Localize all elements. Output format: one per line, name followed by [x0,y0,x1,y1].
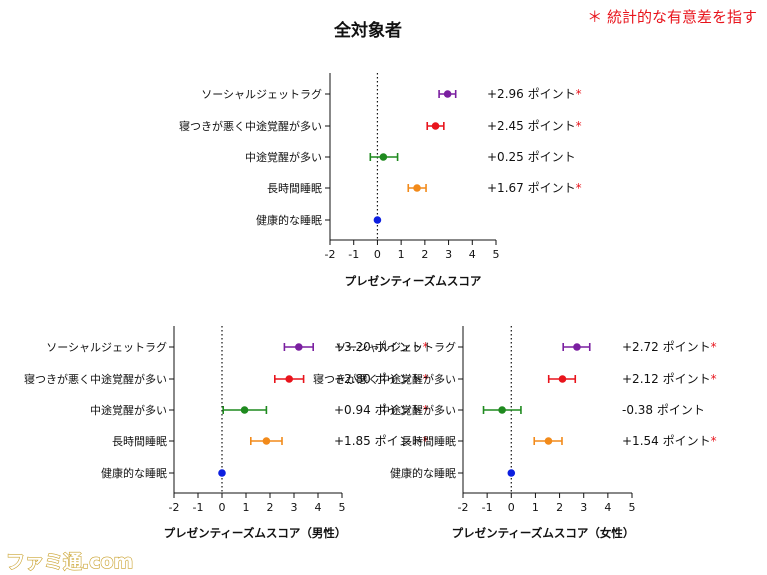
x-tick-label: 4 [315,501,322,514]
x-tick-label: 3 [445,248,452,261]
category-label: 寝つきが悪く中途覚醒が多い [24,372,167,386]
x-tick-label: 1 [398,248,405,261]
significance-star: * [423,340,429,354]
x-tick-label: -1 [193,501,204,514]
x-tick-label: 0 [219,501,226,514]
x-tick-label: 2 [267,501,274,514]
estimate-point [379,153,388,161]
category-label: ソーシャルジェットラグ [46,340,167,354]
category-label: 中途覚醒が多い [245,150,322,164]
x-tick-label: 1 [243,501,250,514]
x-tick-label: 5 [629,501,636,514]
x-tick-label: 2 [421,248,428,261]
estimate-point [413,184,421,192]
estimate-point [240,406,249,414]
effect-label: +0.25 ポイント [487,150,576,164]
effect-label: +1.67 ポイント* [487,181,582,195]
watermark-logo: ファミ通.com [6,551,133,573]
x-tick-label: 4 [604,501,611,514]
estimate-point [373,216,382,224]
x-tick-label: 1 [532,501,539,514]
estimate-point [507,469,516,477]
x-tick-label: -1 [482,501,493,514]
effect-label: +0.94 ポイント* [334,403,429,417]
significance-star: * [423,403,429,417]
forest-panel-2: -2 -1 0 1 2 3 4 5 プレゼンティーズムスコア（男性） ソーシャルジェットラグ +3.… [24,326,429,540]
category-label: ソーシャルジェットラグ [201,87,322,101]
category-label: ソーシャルジェットラグ [335,340,456,354]
significance-note: ＊ 統計的な有意差を指す [587,8,757,26]
effect-label: +1.54 ポイント* [622,434,717,448]
x-axis-label: プレゼンティーズムスコア [345,274,482,288]
effect-label: +2.45 ポイント* [487,119,582,133]
x-tick-label: -2 [325,248,336,261]
x-tick-label: 3 [580,501,587,514]
effect-label: +3.20 ポイント* [334,340,429,354]
category-label: 健康的な睡眠 [101,466,167,480]
effect-label: +2.96 ポイント* [487,87,582,101]
x-tick-label: 0 [508,501,515,514]
significance-star: * [576,87,582,101]
x-tick-label: 4 [469,248,476,261]
estimate-point [262,437,271,445]
category-label: 長時間睡眠 [401,435,456,448]
significance-star: * [423,434,429,448]
significance-star: * [711,340,717,354]
x-tick-label: -1 [348,248,359,261]
x-tick-label: 5 [493,248,500,261]
category-label: 健康的な睡眠 [256,213,322,227]
forest-panel-1: 全対象者 -2 -1 0 1 2 3 4 5 プレゼンティーズムスコア ソーシャルジェットラグ +2.… [179,20,582,288]
estimate-point [431,122,440,130]
estimate-point [443,90,452,98]
effect-label: +2.12 ポイント* [622,372,717,386]
category-label: 健康的な睡眠 [390,466,456,480]
effect-label: +2.80 ポイント* [334,372,429,386]
category-label: 長時間睡眠 [267,182,322,195]
forest-panel-3: -2 -1 0 1 2 3 4 5 プレゼンティーズムスコア（女性） ソーシャルジェットラグ +2.… [313,326,717,540]
significance-star: * [711,372,717,386]
significance-star: * [423,372,429,386]
chart-title: 全対象者 [333,20,402,41]
significance-star: * [711,434,717,448]
category-label: 中途覚醒が多い [90,403,167,417]
estimate-point [558,375,567,383]
category-label: 寝つきが悪く中途覚醒が多い [179,119,322,133]
x-axis-label: プレゼンティーズムスコア（男性） [164,526,347,540]
x-tick-label: 0 [374,248,381,261]
x-axis-label: プレゼンティーズムスコア（女性） [452,526,635,540]
estimate-point [218,469,226,477]
category-label: 長時間睡眠 [112,435,167,448]
category-label: 寝つきが悪く中途覚醒が多い [313,372,456,386]
category-label: 中途覚醒が多い [379,403,456,417]
x-tick-label: 3 [291,501,298,514]
estimate-point [544,437,553,445]
significance-star: * [576,181,582,195]
estimate-point [498,406,506,414]
estimate-point [295,343,303,351]
effect-label: +1.85 ポイント* [334,434,429,448]
estimate-point [285,375,294,383]
x-tick-label: -2 [458,501,469,514]
effect-label: -0.38 ポイント [622,403,705,417]
x-tick-label: 2 [556,501,563,514]
estimate-point [573,343,581,351]
significance-star: * [576,119,582,133]
effect-label: +2.72 ポイント* [622,340,717,354]
x-tick-label: -2 [169,501,180,514]
x-tick-label: 5 [339,501,346,514]
